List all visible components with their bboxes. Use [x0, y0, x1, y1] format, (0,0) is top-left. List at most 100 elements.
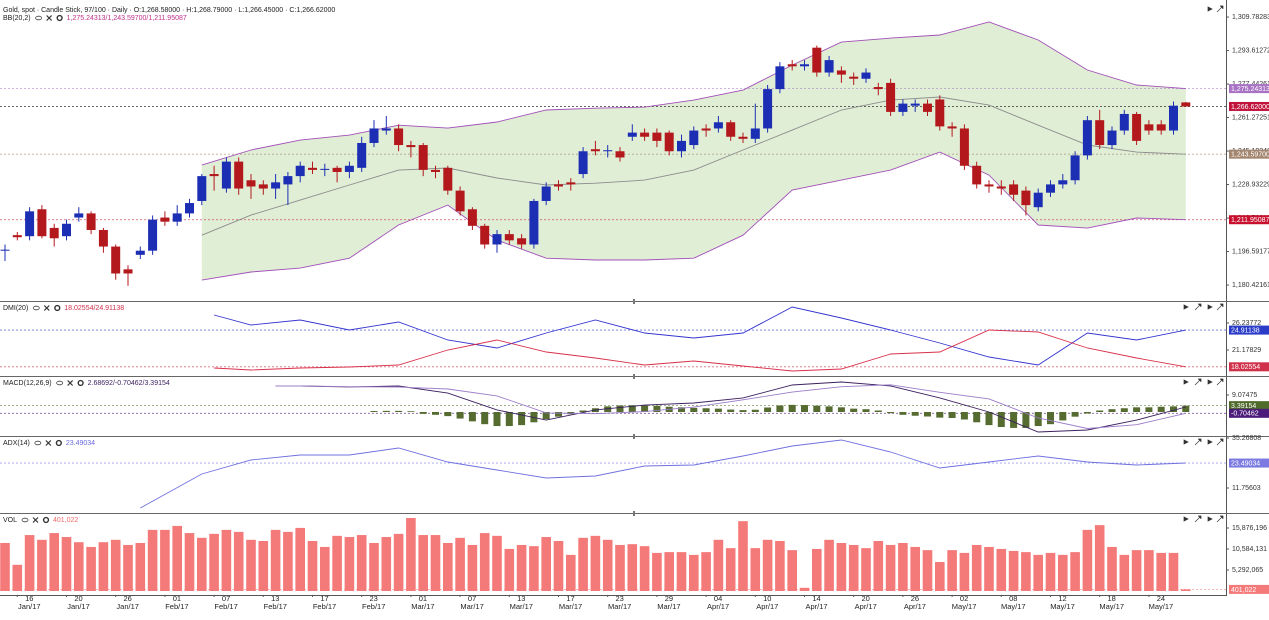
panel-control [1183, 379, 1189, 385]
bar [812, 548, 822, 591]
bar [922, 550, 933, 591]
bar [37, 539, 47, 591]
settings-icon [54, 304, 61, 312]
candle-body [86, 213, 96, 230]
candle-body [283, 176, 293, 185]
x-tick-label: 29 [665, 594, 673, 603]
x-tick-label: 17 [566, 594, 574, 603]
bar [566, 554, 576, 591]
candle-body [566, 182, 576, 185]
bar [676, 552, 687, 591]
candle-body [172, 213, 182, 222]
value-badge-label: 1,266.62000 [1231, 104, 1269, 111]
candle-body [750, 128, 760, 139]
x-tick-label: 16 [25, 594, 33, 603]
candle-body [492, 234, 502, 245]
bar [848, 544, 859, 591]
bar [997, 411, 1005, 427]
y-tick-label: 1,228.93229 [1232, 181, 1269, 188]
bar [725, 548, 736, 591]
panel-control [1183, 516, 1189, 522]
bar [799, 587, 810, 591]
bar [332, 535, 342, 591]
x-tick-month: Mar/17 [657, 602, 680, 611]
x-tick-label: 14 [812, 594, 820, 603]
bar [1168, 552, 1179, 591]
bar [641, 405, 649, 412]
x-tick-label: 17 [320, 594, 328, 603]
bar [1047, 411, 1054, 425]
bar [418, 535, 428, 591]
bar [1094, 525, 1105, 591]
candle-body [406, 145, 416, 148]
candle-body [1132, 113, 1142, 141]
bar [690, 407, 698, 412]
bar [701, 552, 711, 591]
y-tick-label: 1,180.42161 [1232, 282, 1269, 289]
x-tick-label: 20 [74, 594, 82, 603]
candle-body [135, 250, 145, 255]
bar [123, 544, 133, 591]
indicator-name: MACD(12,26,9) [3, 380, 52, 387]
candle-body [541, 186, 551, 201]
x-tick-month: Feb/17 [214, 602, 237, 611]
y-tick-label: 5,292,065 [1232, 567, 1263, 574]
bar [430, 535, 441, 591]
value-badge [1229, 584, 1269, 594]
panel-control [1216, 378, 1224, 386]
y-tick-label: 9.07475 [1232, 392, 1257, 399]
indicator-line [214, 329, 1186, 372]
bar [541, 537, 551, 591]
bar [739, 410, 747, 412]
bar [553, 541, 564, 591]
indicator-line [201, 96, 1186, 236]
panel-control [1194, 303, 1202, 311]
value-badge-label: 24.91138 [1231, 327, 1260, 334]
bar [861, 548, 871, 591]
x-tick-month: Apr/17 [904, 602, 926, 611]
panel-control [1207, 516, 1213, 522]
bar [850, 408, 858, 412]
candle-body [12, 235, 22, 238]
candle-body [873, 87, 883, 90]
close-icon [46, 15, 53, 21]
value-badge-label: 401,022 [1231, 587, 1256, 594]
candle-body [394, 128, 404, 146]
candle-body [1156, 124, 1166, 131]
bar [664, 552, 674, 591]
x-tick-month: Apr/17 [756, 602, 778, 611]
indicator-name: BB(20,2) [3, 15, 31, 22]
close-icon [32, 517, 39, 523]
x-tick-month: Feb/17 [165, 602, 188, 611]
y-tick-label: 10,584,131 [1232, 546, 1267, 553]
bar [1156, 552, 1166, 591]
bar [1181, 589, 1191, 591]
indicator-values: 1,275.24313/1,243.59700/1,211.95087 [67, 15, 187, 22]
candle-body [578, 151, 588, 175]
bar [110, 539, 121, 591]
panel-control [1207, 304, 1213, 310]
bar [935, 562, 945, 591]
bar [1157, 406, 1165, 412]
candle-body [886, 82, 896, 112]
bar [911, 411, 919, 416]
panel-resize-handle [633, 434, 635, 439]
candle-body [25, 211, 35, 237]
value-badge [1229, 325, 1269, 335]
bar [689, 554, 699, 591]
bar [874, 410, 882, 412]
bar [1008, 550, 1019, 591]
value-badge [1229, 401, 1269, 411]
bar [406, 517, 416, 591]
y-tick-label: 21.17829 [1232, 347, 1261, 354]
bar [246, 539, 256, 591]
x-tick-month: Feb/17 [313, 602, 336, 611]
bar [395, 410, 403, 412]
bar [468, 411, 476, 422]
candle-body [443, 167, 453, 191]
x-tick-month: May/17 [1149, 602, 1174, 611]
bar [1145, 407, 1153, 412]
candle-body [738, 136, 748, 139]
x-tick-label: 26 [911, 594, 919, 603]
bar [160, 529, 170, 591]
